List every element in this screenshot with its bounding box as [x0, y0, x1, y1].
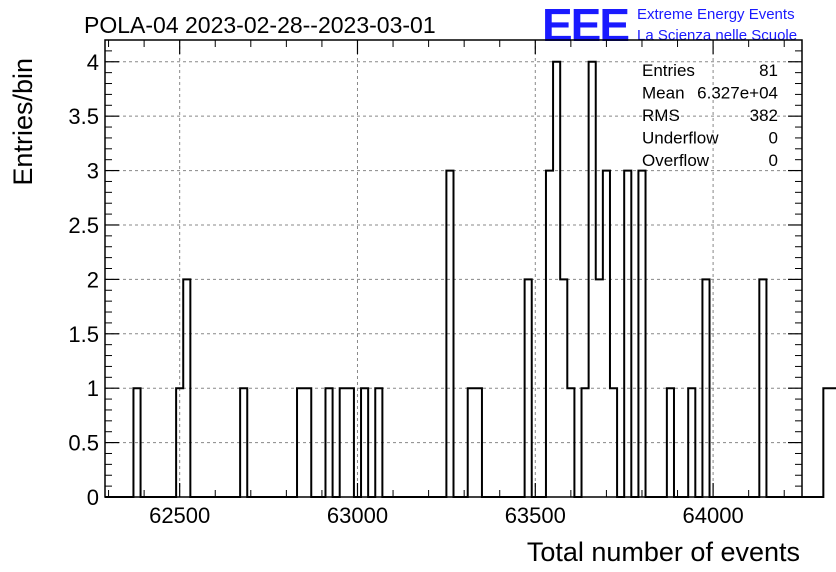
stats-label: Overflow — [642, 151, 710, 170]
stats-label: Mean — [642, 84, 685, 103]
stats-value: 382 — [750, 106, 778, 125]
chart-title: POLA-04 2023-02-28--2023-03-01 — [84, 12, 436, 38]
y-axis-label: Entries/bin — [8, 58, 38, 186]
y-tick-label: 2 — [87, 267, 99, 292]
x-axis-label: Total number of events — [527, 537, 800, 567]
stats-box: Entries 81 Mean 6.327e+04 RMS 382 Underflow 0 Ov… — [642, 61, 778, 170]
stats-label: RMS — [642, 106, 680, 125]
eee-logo-mark: EEE — [542, 0, 628, 51]
y-tick-label: 1.5 — [68, 322, 99, 347]
stats-value: 6.327e+04 — [697, 84, 778, 103]
stats-value: 81 — [759, 61, 778, 80]
y-tick-label: 4 — [87, 50, 99, 75]
x-tick-label: 62500 — [149, 503, 210, 528]
y-tick-label: 0.5 — [68, 431, 99, 456]
stats-value: 0 — [769, 129, 778, 148]
stats-value: 0 — [769, 151, 778, 170]
eee-logo: EEE Extreme Energy Events La Scienza nel… — [542, 0, 797, 51]
x-tick-label: 64000 — [683, 503, 744, 528]
stats-label: Underflow — [642, 129, 719, 148]
y-tick-label: 3 — [87, 159, 99, 184]
y-tick-label: 1 — [87, 376, 99, 401]
eee-logo-line1: Extreme Energy Events — [637, 6, 795, 23]
y-tick-label: 0 — [87, 485, 99, 510]
stats-label: Entries — [642, 61, 695, 80]
y-tick-label: 3.5 — [68, 104, 99, 129]
axis-ticks: 0 0.5 1 1.5 2 2.5 3 3.5 4 62500 63000 63500 64000 — [68, 40, 802, 528]
eee-logo-line2: La Scienza nelle Scuole — [637, 27, 797, 44]
x-tick-label: 63500 — [505, 503, 566, 528]
x-tick-label: 63000 — [327, 503, 388, 528]
y-tick-label: 2.5 — [68, 213, 99, 238]
